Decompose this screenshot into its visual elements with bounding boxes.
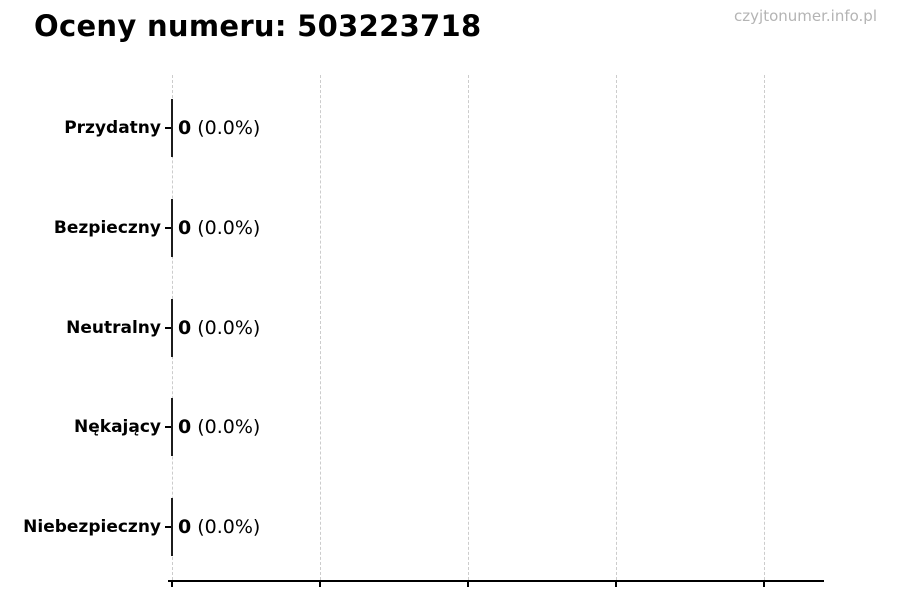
x-axis-tick — [319, 582, 321, 587]
bar-row: Neutralny 0 (0.0%) — [0, 298, 900, 358]
value-label: 0 (0.0%) — [178, 516, 260, 538]
bar — [171, 199, 173, 257]
y-axis-tick — [165, 127, 171, 129]
x-axis-tick — [763, 582, 765, 587]
value-percent: (0.0%) — [197, 217, 261, 239]
bar-row: Bezpieczny 0 (0.0%) — [0, 198, 900, 258]
value-count: 0 — [178, 317, 192, 339]
category-label: Niebezpieczny — [23, 517, 161, 537]
category-label: Nękający — [74, 417, 161, 437]
gridline — [616, 75, 617, 580]
bar — [171, 498, 173, 556]
chart-title: Oceny numeru: 503223718 — [34, 9, 482, 43]
value-label: 0 (0.0%) — [178, 217, 260, 239]
gridline — [320, 75, 321, 580]
bar-row: Przydatny 0 (0.0%) — [0, 98, 900, 158]
x-axis-tick — [171, 582, 173, 587]
y-axis-tick — [165, 227, 171, 229]
value-percent: (0.0%) — [197, 117, 261, 139]
bar-row: Nękający 0 (0.0%) — [0, 397, 900, 457]
y-axis-tick — [165, 327, 171, 329]
value-label: 0 (0.0%) — [178, 117, 260, 139]
y-axis-tick — [165, 526, 171, 528]
bar-row: Niebezpieczny 0 (0.0%) — [0, 497, 900, 557]
category-label: Neutralny — [66, 318, 161, 338]
bar — [171, 398, 173, 456]
x-axis-line — [168, 580, 824, 582]
category-label: Przydatny — [64, 118, 161, 138]
watermark: czyjtonumer.info.pl — [734, 7, 877, 25]
bar — [171, 299, 173, 357]
value-label: 0 (0.0%) — [178, 317, 260, 339]
value-count: 0 — [178, 217, 192, 239]
value-percent: (0.0%) — [197, 516, 261, 538]
x-axis-tick — [467, 582, 469, 587]
value-percent: (0.0%) — [197, 317, 261, 339]
value-count: 0 — [178, 516, 192, 538]
value-label: 0 (0.0%) — [178, 416, 260, 438]
value-count: 0 — [178, 416, 192, 438]
bar — [171, 99, 173, 157]
y-axis-tick — [165, 426, 171, 428]
gridline — [468, 75, 469, 580]
value-count: 0 — [178, 117, 192, 139]
x-axis-tick — [615, 582, 617, 587]
value-percent: (0.0%) — [197, 416, 261, 438]
category-label: Bezpieczny — [53, 218, 161, 238]
gridline — [764, 75, 765, 580]
